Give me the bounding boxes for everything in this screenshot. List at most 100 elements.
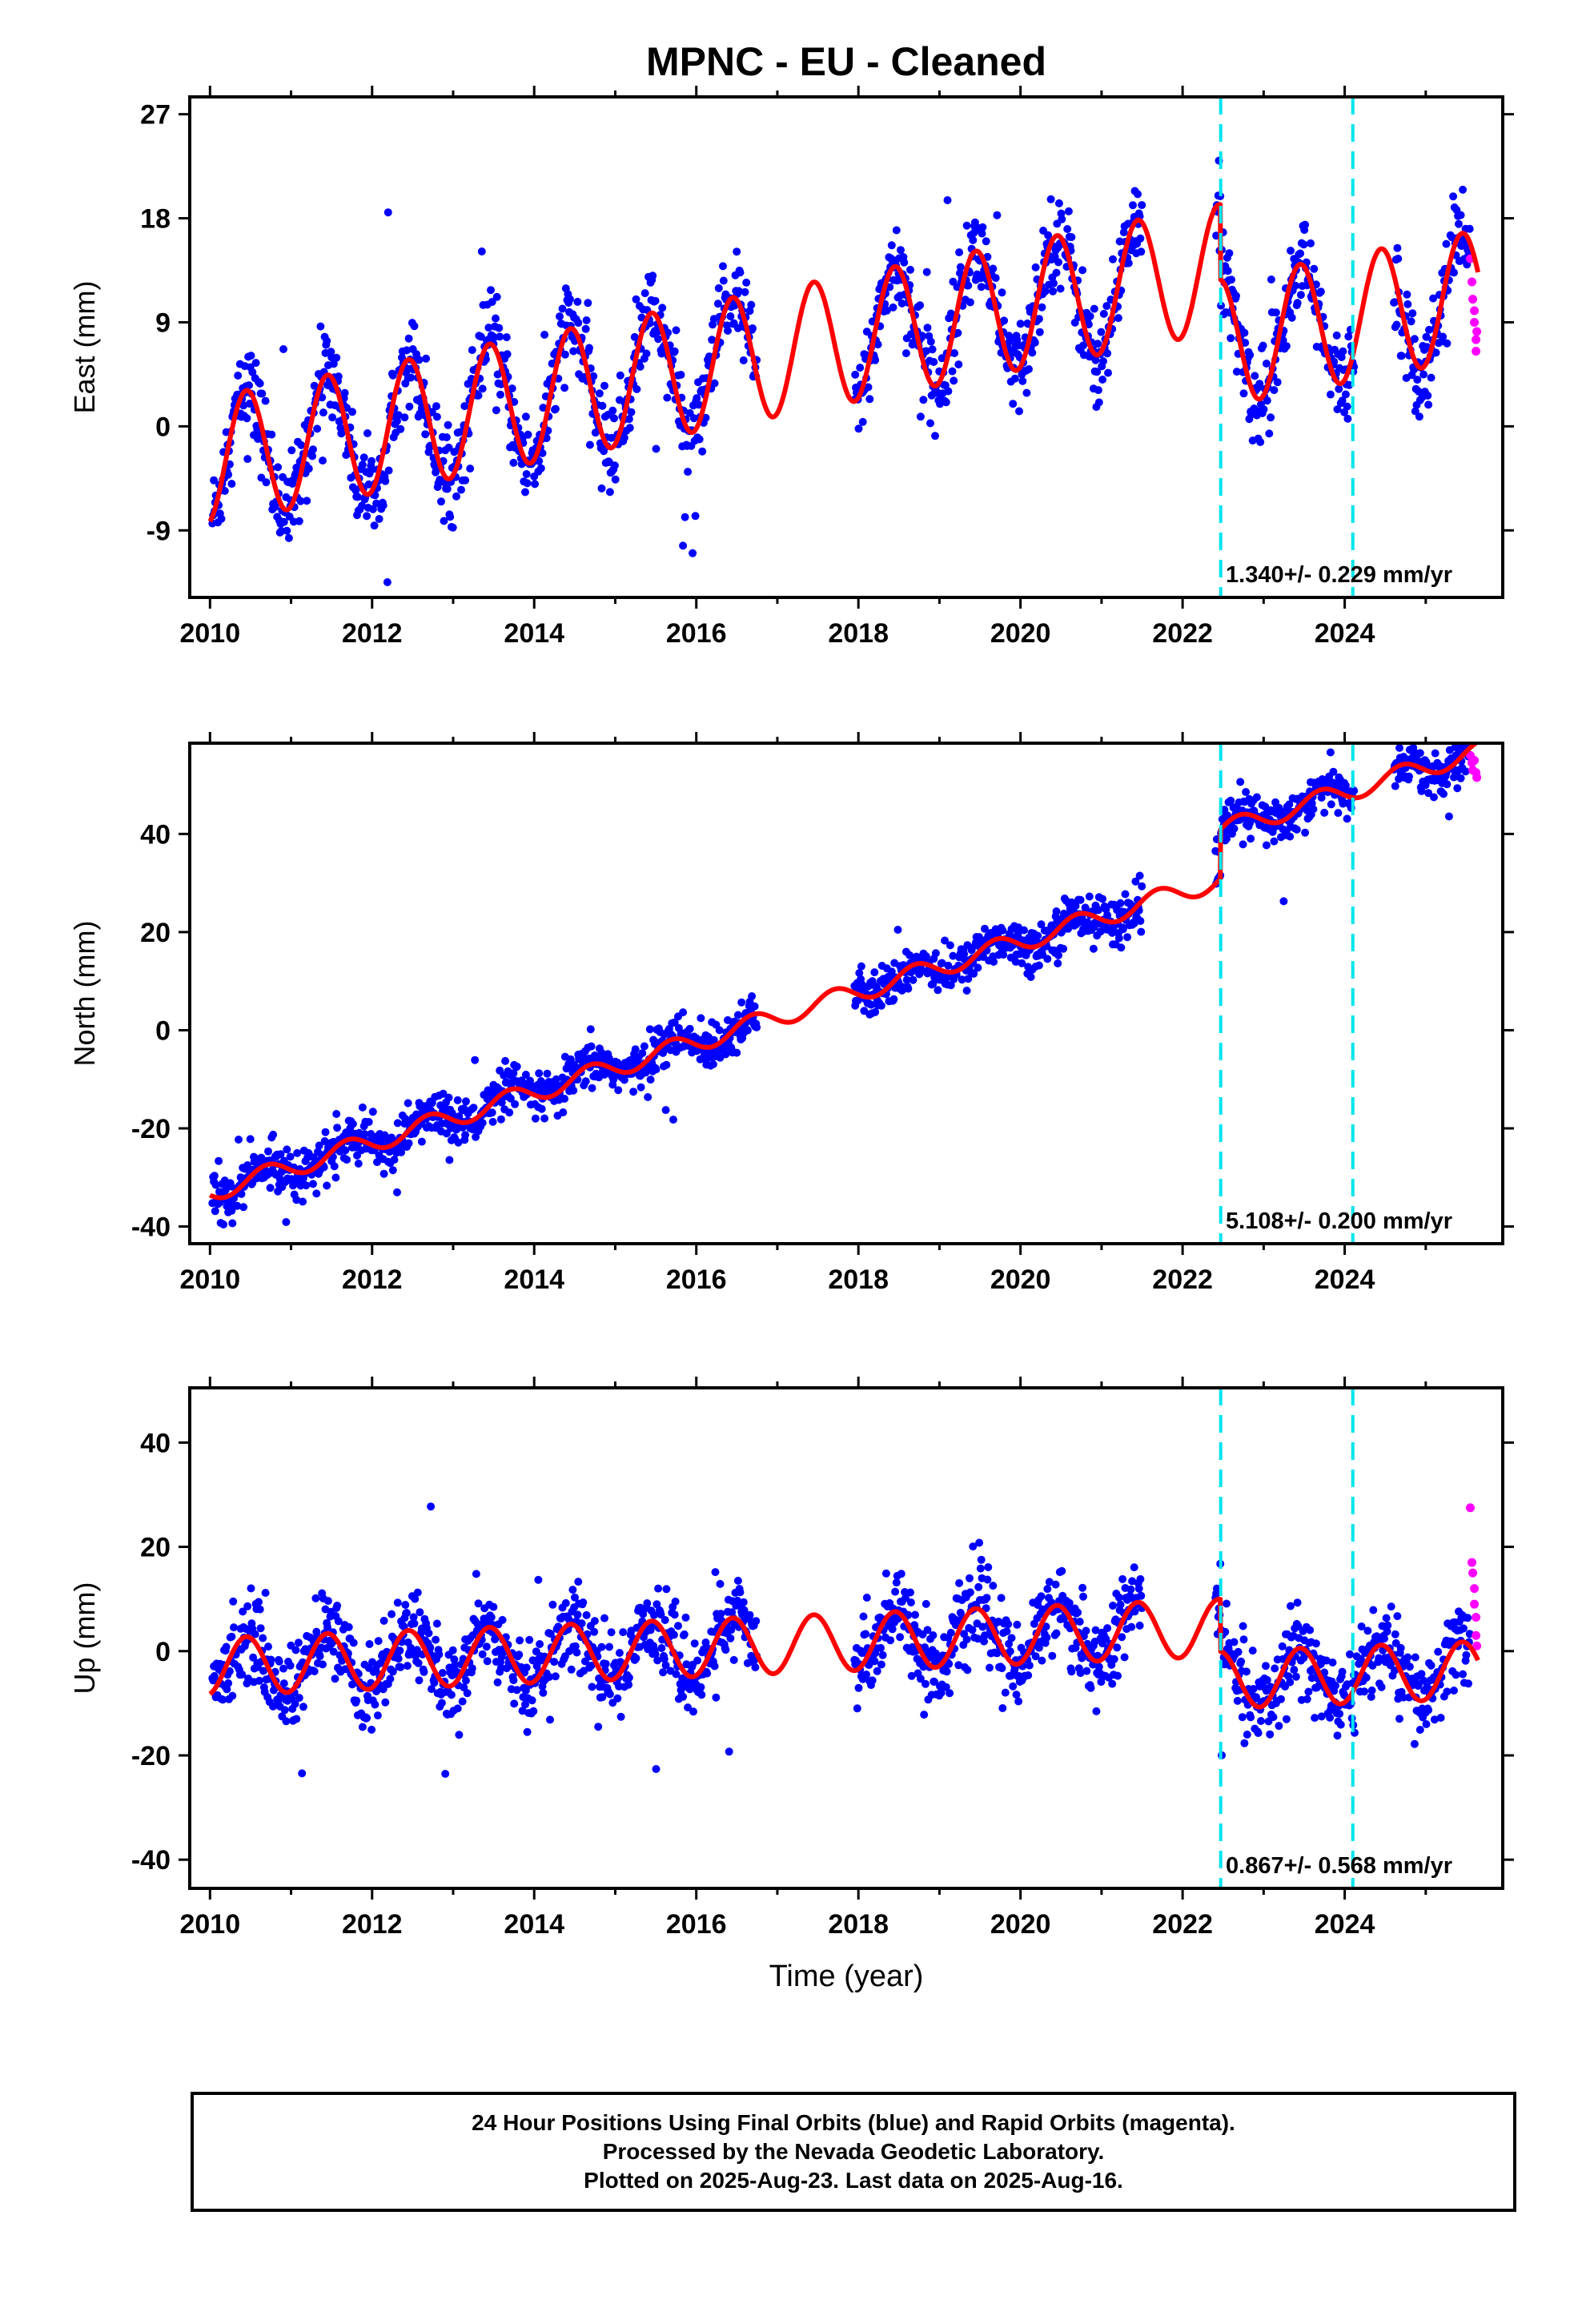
data-point bbox=[582, 316, 591, 324]
data-point bbox=[243, 414, 251, 423]
data-point bbox=[1462, 730, 1470, 738]
data-point bbox=[1336, 1720, 1345, 1729]
y-tick-label: 27 bbox=[140, 100, 171, 131]
data-point bbox=[1465, 224, 1474, 233]
data-point bbox=[299, 1703, 307, 1711]
data-point bbox=[540, 331, 549, 339]
data-point bbox=[998, 1664, 1006, 1673]
data-point bbox=[439, 1089, 448, 1098]
data-point bbox=[262, 478, 271, 487]
data-point bbox=[1089, 944, 1098, 953]
data-point bbox=[540, 1114, 549, 1123]
y-axis-label: East (mm) bbox=[68, 281, 101, 414]
data-point bbox=[1067, 1667, 1076, 1676]
data-point bbox=[1431, 749, 1439, 758]
data-point bbox=[882, 306, 891, 315]
data-point bbox=[942, 398, 950, 407]
data-point bbox=[871, 1007, 880, 1016]
data-point bbox=[998, 926, 1007, 935]
data-point bbox=[1266, 1730, 1275, 1739]
data-point bbox=[975, 1538, 984, 1547]
data-point bbox=[367, 1725, 376, 1734]
data-point bbox=[1424, 400, 1433, 409]
data-point bbox=[309, 1180, 317, 1188]
data-point bbox=[861, 1630, 870, 1638]
data-point bbox=[1429, 294, 1438, 303]
data-point bbox=[1248, 1647, 1257, 1655]
data-point bbox=[1407, 317, 1415, 326]
data-point bbox=[552, 1075, 560, 1084]
data-point bbox=[1044, 231, 1053, 239]
data-point bbox=[726, 1634, 735, 1642]
data-point bbox=[351, 486, 360, 495]
data-point bbox=[1015, 407, 1023, 416]
data-point bbox=[496, 390, 504, 399]
data-point bbox=[1343, 814, 1351, 823]
data-point bbox=[348, 408, 356, 416]
data-point bbox=[638, 1049, 647, 1058]
data-point bbox=[275, 1657, 283, 1666]
data-point bbox=[1443, 339, 1452, 348]
data-point bbox=[234, 372, 243, 380]
data-point bbox=[1396, 1643, 1405, 1652]
data-point bbox=[1086, 1683, 1095, 1692]
data-point bbox=[363, 512, 371, 521]
data-point bbox=[1035, 328, 1044, 336]
data-point bbox=[1054, 951, 1062, 959]
data-point bbox=[410, 322, 419, 331]
data-point bbox=[1251, 372, 1259, 380]
data-point bbox=[1138, 201, 1146, 210]
data-point bbox=[432, 402, 440, 411]
data-point bbox=[1333, 405, 1342, 414]
data-point bbox=[1387, 1602, 1395, 1611]
data-point bbox=[318, 393, 327, 402]
data-point bbox=[1444, 812, 1453, 821]
velocity-label: 5.108+/- 0.200 mm/yr bbox=[1226, 1208, 1452, 1234]
data-point bbox=[1369, 1606, 1378, 1614]
y-tick-label: -40 bbox=[131, 1845, 171, 1876]
data-point bbox=[496, 1115, 505, 1124]
data-point bbox=[1099, 309, 1108, 318]
data-point bbox=[597, 484, 606, 493]
data-point bbox=[611, 475, 620, 484]
data-point bbox=[243, 1602, 252, 1610]
data-point bbox=[383, 578, 391, 586]
data-point bbox=[316, 322, 325, 331]
data-point bbox=[1405, 772, 1413, 781]
data-point bbox=[1290, 1666, 1299, 1675]
data-point bbox=[870, 1657, 879, 1666]
data-point bbox=[1415, 1726, 1424, 1734]
data-point bbox=[856, 364, 865, 372]
data-point bbox=[1277, 1695, 1285, 1703]
data-point bbox=[1137, 247, 1146, 256]
data-point bbox=[1075, 1618, 1084, 1626]
data-point bbox=[1227, 275, 1235, 284]
data-point bbox=[1456, 774, 1465, 782]
data-point bbox=[627, 408, 636, 416]
data-point bbox=[584, 299, 592, 308]
data-point bbox=[654, 335, 663, 344]
data-point bbox=[333, 1124, 342, 1132]
panel-north: 2010 2012 2014 2016 2018 2020 2022 2024-40-2002… bbox=[68, 715, 1514, 1295]
data-point bbox=[432, 412, 441, 421]
data-point bbox=[1287, 247, 1295, 255]
data-point bbox=[1436, 1714, 1445, 1722]
data-point bbox=[1434, 1647, 1443, 1656]
data-point bbox=[1052, 268, 1061, 277]
data-point bbox=[458, 1697, 467, 1706]
data-point bbox=[921, 1599, 930, 1608]
data-point bbox=[906, 265, 914, 274]
data-point bbox=[1394, 255, 1403, 263]
data-point bbox=[466, 464, 475, 473]
final-orbit-points bbox=[208, 715, 1474, 1228]
data-point bbox=[366, 758, 374, 766]
data-point bbox=[1316, 287, 1325, 296]
data-point bbox=[625, 424, 634, 432]
data-point bbox=[877, 1643, 885, 1652]
data-point bbox=[1043, 1585, 1052, 1594]
data-point bbox=[1403, 715, 1411, 723]
data-point bbox=[348, 1120, 357, 1128]
data-point bbox=[310, 1667, 319, 1675]
data-point bbox=[938, 354, 946, 363]
